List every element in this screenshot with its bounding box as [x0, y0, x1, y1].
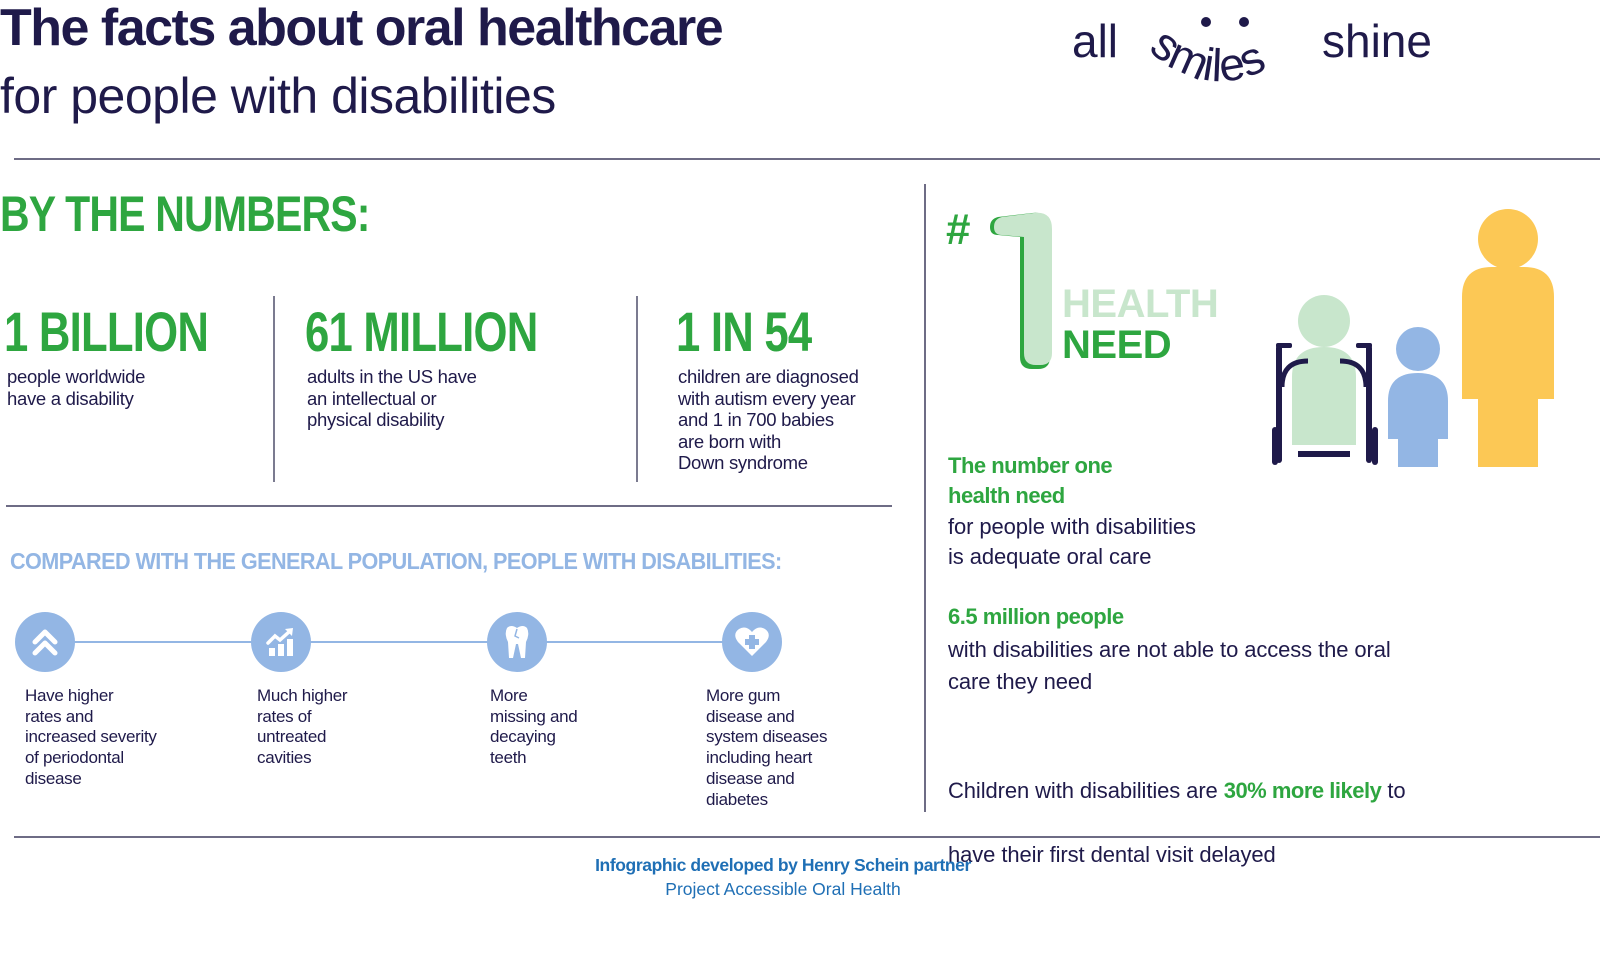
need-label: NEED [1062, 323, 1172, 367]
comparison-item-text: More missing and decaying teeth [490, 686, 578, 768]
children-fact-highlight: 30% more likely [1223, 778, 1382, 803]
stat-description: adults in the US have an intellectual or… [307, 366, 477, 430]
footer-divider [14, 836, 1600, 838]
comparison-icon-circle [251, 612, 311, 672]
big-one-icon [990, 212, 1052, 369]
stat-card: 1 IN 54 children are diagnosed with auti… [676, 302, 859, 474]
fact-text: for people with disabilities is adequate… [948, 514, 1196, 569]
children-fact-line2: have their first dental visit delayed [948, 842, 1276, 867]
rising-chart-icon [266, 628, 293, 656]
stat-number: 1 BILLION [4, 300, 209, 363]
logo-word-all: all [1072, 15, 1119, 67]
comparison-heading: COMPARED WITH THE GENERAL POPULATION, PE… [10, 548, 782, 574]
comparison-icon-circle [15, 612, 75, 672]
stat-description: children are diagnosed with autism every… [678, 366, 859, 473]
stat-divider [636, 296, 638, 482]
footer-organization: Project Accessible Oral Health [665, 879, 901, 899]
children-fact-pre: Children with disabilities are [948, 778, 1224, 803]
adult-figure-icon [1462, 209, 1554, 467]
smile-curve-icon: smiles [1142, 17, 1272, 92]
stat-card: 61 MILLION adults in the US have an inte… [305, 302, 603, 431]
comparison-icon-circle [487, 612, 547, 672]
by-the-numbers-heading: BY THE NUMBERS: [0, 186, 370, 242]
stat-number: 61 MILLION [305, 300, 538, 363]
number-one-health-need-graphic: # HEALTH NEED [946, 205, 1246, 375]
comparison-item-text: Much higher rates of untreated cavities [257, 686, 348, 768]
tooth-icon [505, 626, 529, 658]
double-chevron-up-icon [32, 629, 58, 656]
people-illustration [1272, 209, 1554, 467]
fact-highlight: The number one health need [948, 453, 1113, 508]
child-figure-icon [1388, 327, 1448, 467]
svg-text:smiles: smiles [1142, 17, 1272, 92]
health-label: HEALTH [1062, 282, 1219, 326]
heart-plus-icon [735, 627, 769, 656]
header-divider [14, 158, 1600, 160]
hash-symbol: # [946, 205, 971, 254]
logo-word-shine: shine [1322, 15, 1432, 67]
fact-text: with disabilities are not able to access… [948, 637, 1391, 694]
timeline-line [46, 641, 752, 643]
all-smiles-shine-logo: all smiles shine [1070, 8, 1450, 108]
footer-credit: Infographic developed by Henry Schein pa… [595, 855, 971, 875]
comparison-item-text: More gum disease and system diseases inc… [706, 686, 828, 809]
comparison-item-text: Have higher rates and increased severity… [25, 686, 157, 788]
children-fact: Children with disabilities are 30% more … [948, 743, 1406, 871]
stat-card: 1 BILLION people worldwide have a disabi… [4, 302, 266, 409]
stat-number: 1 IN 54 [676, 300, 812, 363]
fact-highlight: 6.5 million people [948, 604, 1124, 629]
comparison-icon-circle [722, 612, 782, 672]
wheelchair-user-icon [1272, 295, 1378, 465]
page-subtitle: for people with disabilities [0, 68, 556, 124]
stat-description: people worldwide have a disability [7, 366, 146, 409]
column-divider [924, 184, 926, 812]
numbers-divider [6, 505, 892, 507]
stat-divider [273, 296, 275, 482]
page-title: The facts about oral healthcare [0, 0, 724, 57]
children-fact-post: to [1381, 778, 1406, 803]
